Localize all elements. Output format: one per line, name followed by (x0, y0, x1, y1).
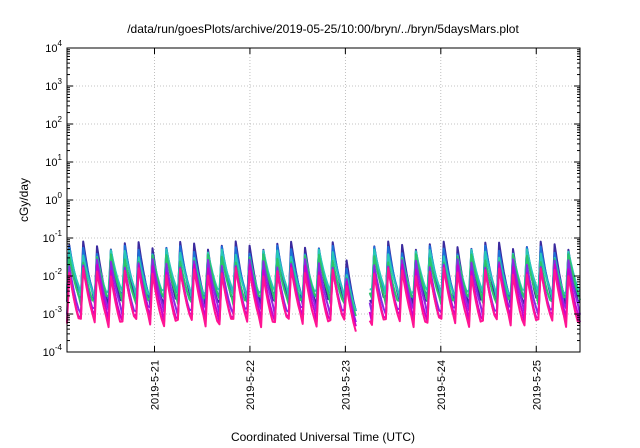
y-tick-label: 10-3 (43, 305, 63, 321)
series-group (66, 240, 581, 332)
y-tick-label: 104 (45, 39, 62, 55)
x-axis-label: Coordinated Universal Time (UTC) (231, 430, 415, 444)
y-tick-label: 10-4 (43, 343, 63, 359)
y-tick-label: 100 (45, 191, 62, 207)
series-line (66, 267, 581, 332)
x-tick-label: 2019-5-21 (149, 360, 161, 410)
y-tick-label: 10-1 (43, 229, 63, 245)
y-tick-label: 101 (45, 153, 62, 169)
y-tick-label: 10-2 (43, 267, 63, 283)
y-tick-label: 102 (45, 115, 62, 131)
y-tick-label: 103 (45, 77, 62, 93)
x-tick-label: 2019-5-22 (245, 360, 257, 410)
chart-title: /data/run/goesPlots/archive/2019-05-25/1… (127, 22, 519, 36)
y-axis-label: cGy/day (17, 178, 31, 222)
x-axis: 2019-5-21 2019-5-22 2019-5-23 2019-5-24 2019… (149, 48, 543, 410)
x-tick-label: 2019-5-23 (340, 360, 352, 410)
x-tick-label: 2019-5-24 (436, 360, 448, 410)
x-tick-label: 2019-5-25 (531, 360, 543, 410)
